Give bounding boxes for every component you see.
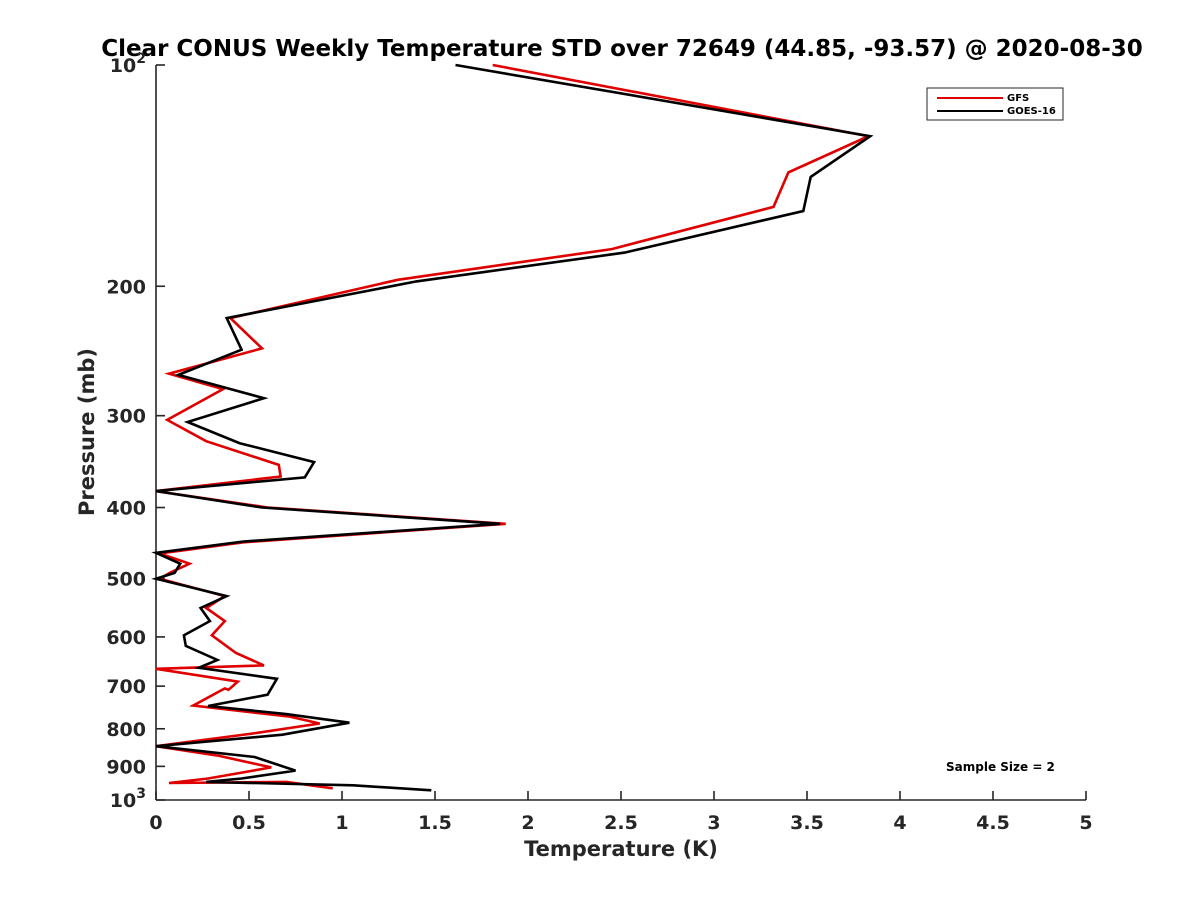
y-tick-label: 500 bbox=[106, 569, 146, 591]
x-axis-ticks: 0 0.5 1 1.5 2 2.5 3 3.5 4 4.5 5 bbox=[149, 791, 1093, 834]
x-tick-label: 2 bbox=[521, 812, 534, 834]
chart-title: Clear CONUS Weekly Temperature STD over … bbox=[101, 36, 1143, 62]
y-tick-label-base: 300 bbox=[106, 406, 146, 428]
legend-box bbox=[926, 87, 1064, 121]
x-axis-label: Temperature (K) bbox=[524, 837, 718, 861]
y-tick-label-base: 800 bbox=[106, 719, 146, 741]
legend-label-goes16: GOES-16 bbox=[1007, 106, 1056, 117]
sample-size-annotation: Sample Size = 2 bbox=[946, 760, 1055, 774]
y-tick-label-base: 900 bbox=[106, 756, 146, 778]
x-tick-label: 0 bbox=[149, 812, 162, 834]
x-tick-label: 5 bbox=[1079, 812, 1092, 834]
x-tick-label: 0.5 bbox=[232, 812, 266, 834]
x-tick-label: 3 bbox=[707, 812, 720, 834]
y-tick-label-exponent: 3 bbox=[136, 786, 146, 802]
y-tick-label: 200 bbox=[106, 276, 146, 298]
y-tick-label-base: 10 bbox=[110, 55, 136, 77]
y-tick-label: 600 bbox=[106, 627, 146, 649]
y-tick-label: 300 bbox=[106, 406, 146, 428]
x-tick-label: 4.5 bbox=[976, 812, 1010, 834]
y-tick-label-base: 400 bbox=[106, 498, 146, 520]
x-tick-label: 4 bbox=[893, 812, 906, 834]
y-tick-label: 700 bbox=[106, 676, 146, 698]
series-line-gfs bbox=[155, 63, 873, 790]
x-tick-label: 1.5 bbox=[418, 812, 452, 834]
y-axis-label: Pressure (mb) bbox=[75, 348, 99, 516]
y-tick-label-exponent: 2 bbox=[136, 51, 146, 67]
y-tick-label: 900 bbox=[106, 756, 146, 778]
y-tick-label-base: 700 bbox=[106, 676, 146, 698]
legend: GFS GOES-16 bbox=[926, 87, 1064, 121]
y-tick-label: 400 bbox=[106, 498, 146, 520]
plot-area bbox=[155, 65, 1086, 801]
y-tick-label: 103 bbox=[110, 786, 146, 812]
x-tick-label: 1 bbox=[335, 812, 348, 834]
series-layer bbox=[151, 63, 874, 792]
x-tick-label: 2.5 bbox=[604, 812, 638, 834]
x-tick-label: 3.5 bbox=[790, 812, 824, 834]
series-line-goes16 bbox=[151, 63, 874, 792]
y-tick-label: 102 bbox=[110, 51, 146, 77]
y-tick-label-base: 600 bbox=[106, 627, 146, 649]
y-tick-label: 800 bbox=[106, 719, 146, 741]
y-tick-label-base: 10 bbox=[110, 790, 136, 812]
legend-label-gfs: GFS bbox=[1007, 93, 1029, 104]
y-tick-label-base: 200 bbox=[106, 276, 146, 298]
y-tick-label-base: 500 bbox=[106, 569, 146, 591]
